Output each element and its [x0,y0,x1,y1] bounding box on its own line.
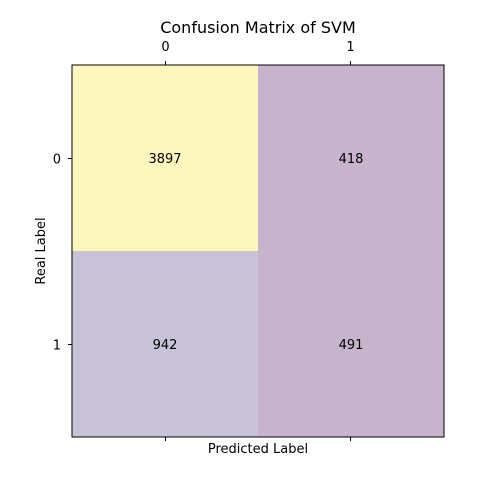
heatmap-cell-1-1 [258,251,444,437]
y-tick-label-1: 1 [53,339,61,354]
y-axis-label: Real Label [34,217,49,284]
cell-value-1-0: 942 [153,338,178,353]
cells-group [72,65,444,437]
cell-labels-group: 3897 418 942 491 [148,152,363,353]
heatmap-cell-0-0 [72,65,258,251]
x-axis-label: Predicted Label [208,442,308,457]
cell-value-0-0: 3897 [148,152,181,167]
x-tick-label-0: 0 [161,40,169,55]
cell-value-1-1: 491 [339,338,364,353]
y-tick-label-0: 0 [53,153,61,168]
plot-frame [71,64,445,438]
y-ticks-group: 01 [53,153,72,354]
chart-title: Confusion Matrix of SVM [160,18,356,37]
x-tick-label-1: 1 [346,40,354,55]
heatmap-cell-1-0 [72,251,258,437]
heatmap-cell-0-1 [258,65,444,251]
cell-value-0-1: 418 [339,152,364,167]
